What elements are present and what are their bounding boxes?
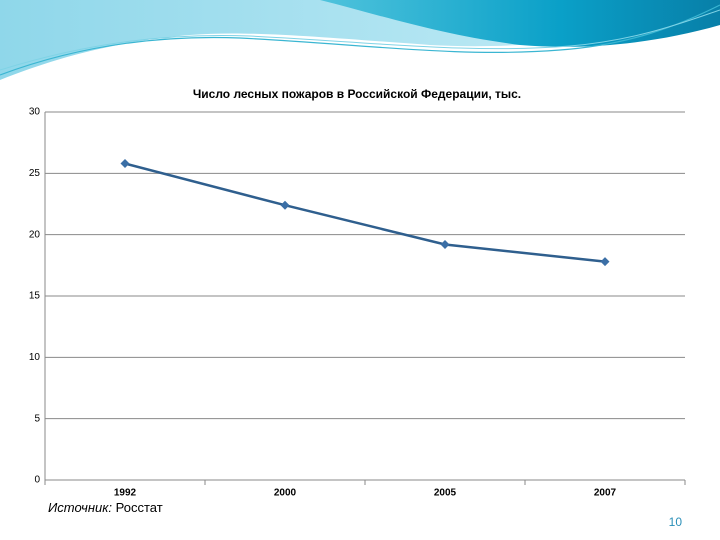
- source-text: Росстат: [116, 500, 163, 515]
- source-label: Источник:: [48, 500, 112, 515]
- y-tick-label: 20: [29, 229, 41, 240]
- y-tick-label: 0: [34, 475, 40, 486]
- x-tick-label: 2007: [594, 488, 617, 499]
- marker: [120, 159, 130, 169]
- marker: [440, 239, 450, 249]
- source: Источник: Росстат: [48, 500, 163, 515]
- x-tick-label: 2000: [274, 488, 297, 499]
- plot: 0 5 10 15 20 25 30 1992 2000 2005 2007: [29, 107, 686, 499]
- y-tick-label: 30: [29, 107, 41, 118]
- x-tick-label: 2005: [434, 488, 457, 499]
- marker: [280, 200, 290, 210]
- page-number: 10: [669, 515, 683, 529]
- marker: [600, 257, 610, 267]
- y-tick-label: 15: [29, 291, 41, 302]
- decoration: [0, 0, 720, 80]
- y-tick-label: 10: [29, 352, 41, 363]
- y-tick-label: 5: [34, 413, 40, 424]
- data-line: [124, 162, 606, 263]
- y-tick-label: 25: [29, 168, 41, 179]
- x-tick-label: 1992: [114, 488, 137, 499]
- chart-title: Число лесных пожаров в Российской Федера…: [193, 87, 521, 101]
